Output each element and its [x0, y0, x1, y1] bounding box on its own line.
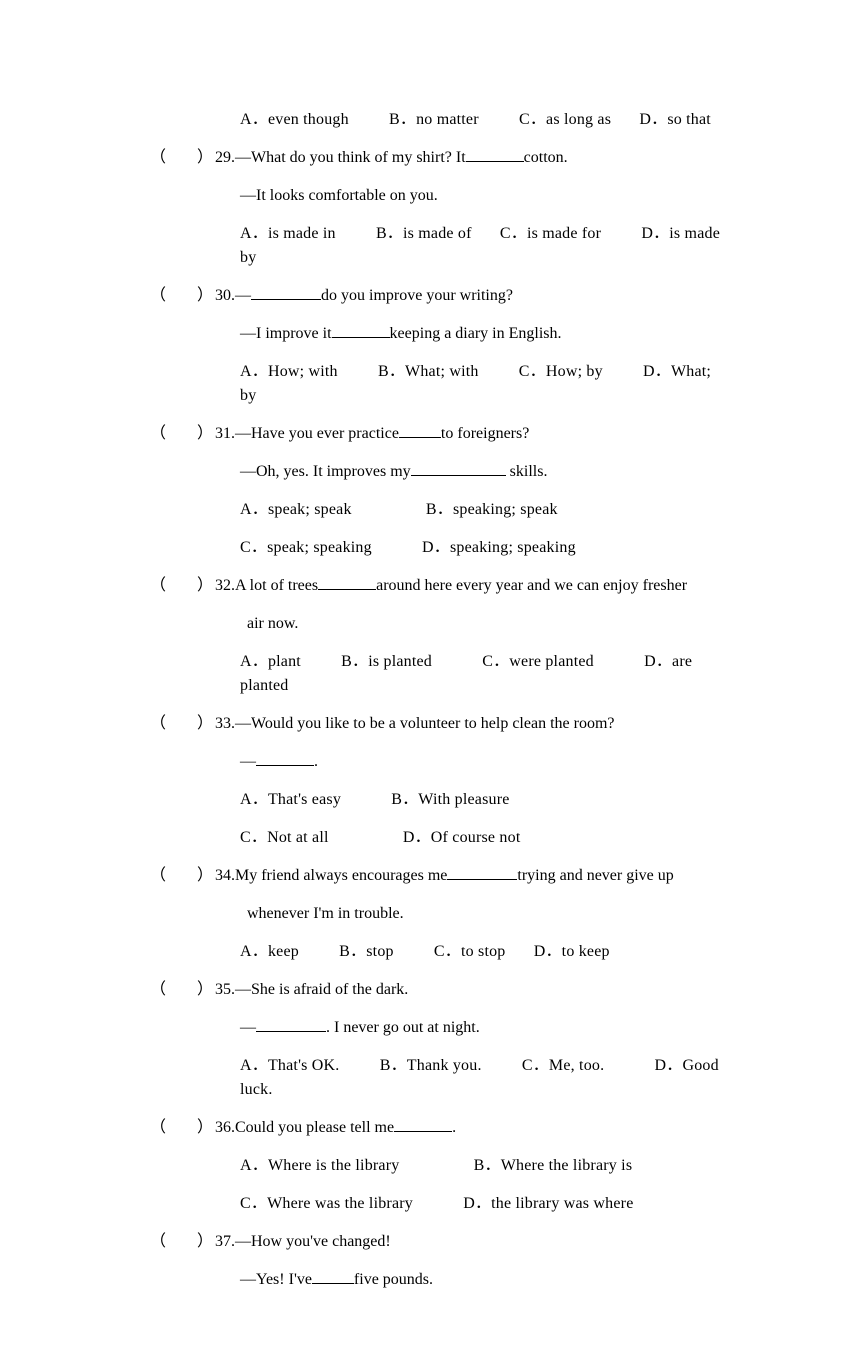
blank[interactable] [312, 1269, 354, 1284]
q32-a: A．plant [240, 653, 301, 670]
q34-text: My friend always encourages metrying and… [235, 864, 730, 888]
blank[interactable] [447, 865, 517, 880]
q33-text: —Would you like to be a volunteer to hel… [235, 712, 730, 736]
q32-choices: A．plant B．is planted C．were planted D．ar… [150, 650, 730, 698]
q28-choices: A．even though B．no matter C．as long as D… [150, 108, 730, 132]
q34-row: （ ） 34. My friend always encourages metr… [150, 864, 730, 888]
q35-line2: —. I never go out at night. [150, 1016, 730, 1040]
q30-row: （ ） 30. —do you improve your writing? [150, 284, 730, 308]
q30-a: A．How; with [240, 363, 338, 380]
q34-num: 34. [215, 864, 235, 888]
q32-row: （ ） 32. A lot of treesaround here every … [150, 574, 730, 598]
q31-d: D．speaking; speaking [422, 539, 576, 556]
q28-b: B．no matter [389, 111, 479, 128]
q30-num: 30. [215, 284, 235, 308]
blank[interactable] [251, 285, 321, 300]
bracket-open: （ [150, 146, 162, 170]
q31-choices-2: C．speak; speaking D．speaking; speaking [150, 536, 730, 560]
q31-num: 31. [215, 422, 235, 446]
bracket-close: ） [197, 146, 215, 170]
q36-a: A．Where is the library [240, 1157, 399, 1174]
q29-choices: A．is made in B．is made of C．is made for … [150, 222, 730, 270]
q32-b: B．is planted [341, 653, 432, 670]
q29-b: B．is made of [376, 225, 472, 242]
q31-row: （ ） 31. —Have you ever practiceto foreig… [150, 422, 730, 446]
q31-a: A．speak; speak [240, 501, 352, 518]
q37-num: 37. [215, 1230, 235, 1254]
q34-d: D．to keep [534, 943, 610, 960]
q34-c: C．to stop [434, 943, 506, 960]
q36-num: 36. [215, 1116, 235, 1140]
q36-c: C．Where was the library [240, 1195, 413, 1212]
q29-line2: —It looks comfortable on you. [150, 184, 730, 208]
q32-line2: air now. [150, 612, 730, 636]
q37-line2: —Yes! I'vefive pounds. [150, 1268, 730, 1292]
blank[interactable] [466, 147, 524, 162]
q28-d: D．so that [639, 111, 711, 128]
q29-c: C．is made for [500, 225, 601, 242]
q36-row: （ ） 36. Could you please tell me. [150, 1116, 730, 1140]
q34-a: A．keep [240, 943, 299, 960]
blank[interactable] [411, 461, 506, 476]
q28-a: A．even though [240, 111, 349, 128]
q34-b: B．stop [339, 943, 394, 960]
q35-choices: A．That's OK. B．Thank you. C．Me, too. D．G… [150, 1054, 730, 1102]
q37-text: —How you've changed! [235, 1230, 730, 1254]
q31-c: C．speak; speaking [240, 539, 372, 556]
q34-line2: whenever I'm in trouble. [150, 902, 730, 926]
q36-b: B．Where the library is [474, 1157, 633, 1174]
q35-row: （ ） 35. —She is afraid of the dark. [150, 978, 730, 1002]
q37-row: （ ） 37. —How you've changed! [150, 1230, 730, 1254]
q34-choices: A．keep B．stop C．to stop D．to keep [150, 940, 730, 964]
exam-page: A．even though B．no matter C．as long as D… [0, 0, 860, 1366]
q32-c: C．were planted [482, 653, 594, 670]
q32-text: A lot of treesaround here every year and… [235, 574, 730, 598]
q36-d: D．the library was where [463, 1195, 633, 1212]
q36-text: Could you please tell me. [235, 1116, 730, 1140]
q33-row: （ ） 33. —Would you like to be a voluntee… [150, 712, 730, 736]
blank[interactable] [332, 323, 390, 338]
q30-b: B．What; with [378, 363, 479, 380]
q31-line2: —Oh, yes. It improves my skills. [150, 460, 730, 484]
q33-a: A．That's easy [240, 791, 341, 808]
q29-row: （ ） 29. —What do you think of my shirt? … [150, 146, 730, 170]
q31-choices-1: A．speak; speak B．speaking; speak [150, 498, 730, 522]
q28-c: C．as long as [519, 111, 611, 128]
q36-choices-1: A．Where is the library B．Where the libra… [150, 1154, 730, 1178]
q33-num: 33. [215, 712, 235, 736]
q36-choices-2: C．Where was the library D．the library wa… [150, 1192, 730, 1216]
q33-choices-1: A．That's easy B．With pleasure [150, 788, 730, 812]
q30-line2: —I improve itkeeping a diary in English. [150, 322, 730, 346]
q33-c: C．Not at all [240, 829, 329, 846]
q29-text: —What do you think of my shirt? Itcotton… [235, 146, 730, 170]
q32-d: D．are planted [240, 653, 692, 694]
q31-text: —Have you ever practiceto foreigners? [235, 422, 730, 446]
q30-c: C．How; by [519, 363, 603, 380]
blank[interactable] [318, 575, 376, 590]
blank[interactable] [399, 423, 441, 438]
q32-num: 32. [215, 574, 235, 598]
blank[interactable] [394, 1117, 452, 1132]
q33-line2: —. [150, 750, 730, 774]
q35-a: A．That's OK. [240, 1057, 340, 1074]
blank[interactable] [256, 751, 314, 766]
q35-num: 35. [215, 978, 235, 1002]
q35-c: C．Me, too. [522, 1057, 604, 1074]
q33-d: D．Of course not [403, 829, 521, 846]
q29-num: 29. [215, 146, 235, 170]
q30-text: —do you improve your writing? [235, 284, 730, 308]
q30-choices: A．How; with B．What; with C．How; by D．Wha… [150, 360, 730, 408]
q35-b: B．Thank you. [380, 1057, 482, 1074]
q31-b: B．speaking; speak [426, 501, 558, 518]
q35-text: —She is afraid of the dark. [235, 978, 730, 1002]
q33-choices-2: C．Not at all D．Of course not [150, 826, 730, 850]
q29-a: A．is made in [240, 225, 336, 242]
blank[interactable] [256, 1017, 326, 1032]
q33-b: B．With pleasure [391, 791, 509, 808]
